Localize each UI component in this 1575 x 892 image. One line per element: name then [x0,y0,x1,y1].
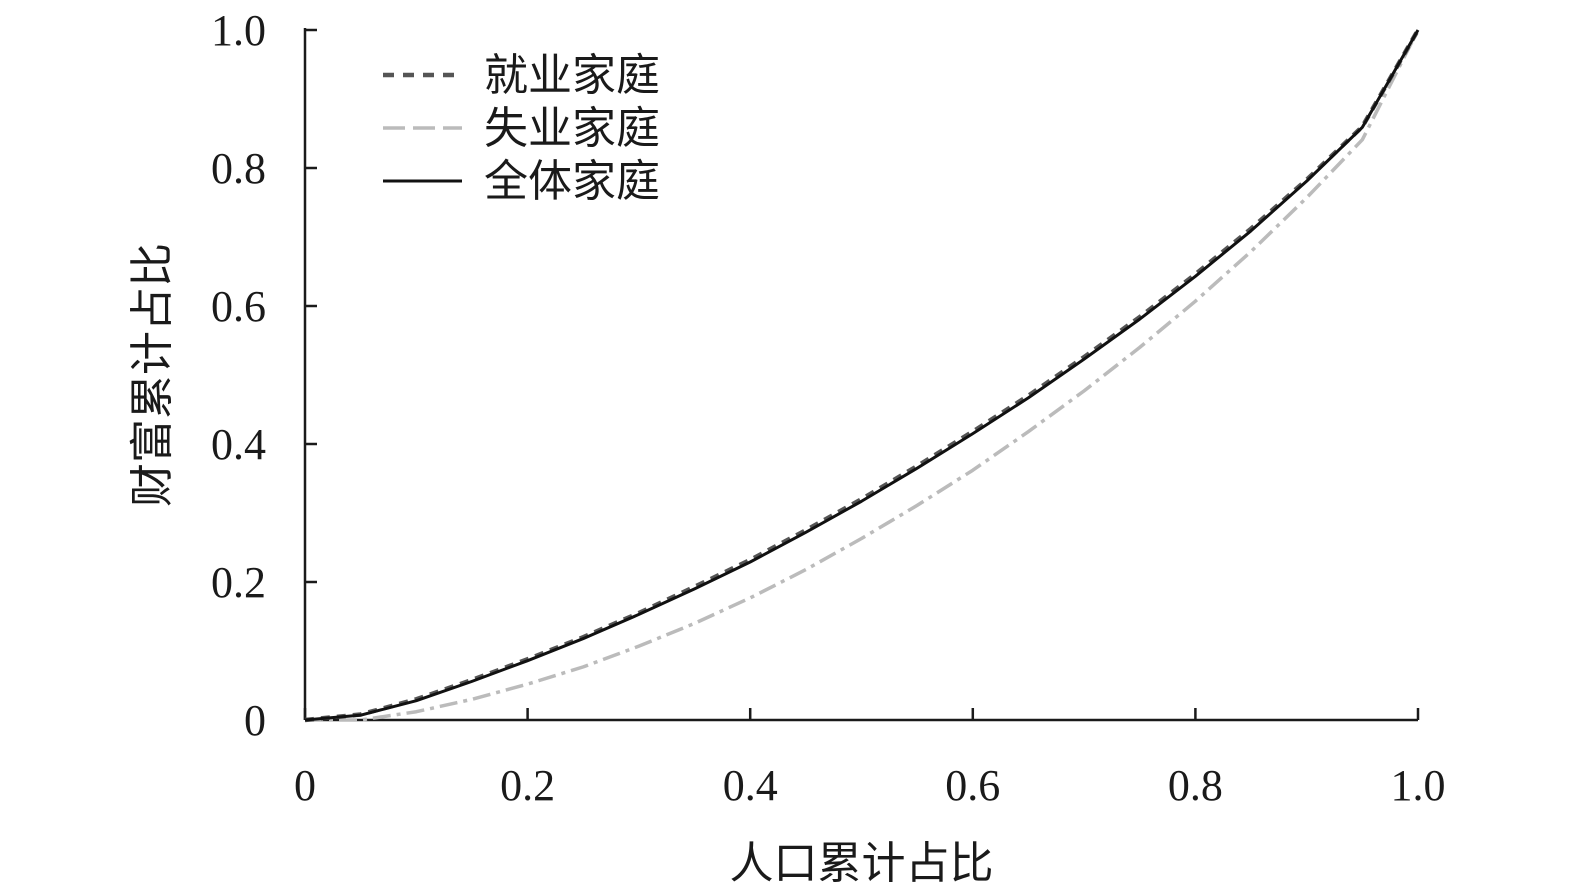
legend-label-all: 全体家庭 [484,156,660,207]
x-axis-title: 人口累计占比 [730,838,994,889]
legend-item-employed: 就业家庭 [383,50,660,101]
axes [303,28,1418,722]
series-line-all [304,29,1420,722]
x-tick-label: 0.4 [723,761,778,810]
x-tick-label: 0.8 [1168,761,1223,810]
x-tick-label: 0 [294,761,316,810]
series-line-unemployed [305,29,1420,722]
x-tick-label: 0.6 [945,761,1000,810]
x-ticks: 0 0.2 0.4 0.6 0.8 1.0 [294,708,1446,810]
x-tick-label: 0.2 [500,761,555,810]
legend: 就业家庭 失业家庭 全体家庭 [383,50,660,207]
y-axis-title: 财富累计占比 [127,243,178,507]
y-tick-label: 0 [244,696,266,745]
legend-label-employed: 就业家庭 [484,50,660,101]
legend-label-unemployed: 失业家庭 [484,103,660,154]
legend-item-unemployed: 失业家庭 [383,103,660,154]
y-tick-label: 0.8 [211,144,266,193]
x-tick-label: 1.0 [1391,761,1446,810]
series-line-employed [304,28,1420,723]
y-tick-label: 1.0 [211,6,266,55]
y-tick-label: 0.4 [211,420,266,469]
y-tick-label: 0.2 [211,558,266,607]
series-layer [304,28,1420,723]
y-tick-label: 0.6 [211,282,266,331]
legend-item-all: 全体家庭 [383,156,660,207]
y-ticks: 0 0.2 0.4 0.6 0.8 1.0 [211,6,317,745]
